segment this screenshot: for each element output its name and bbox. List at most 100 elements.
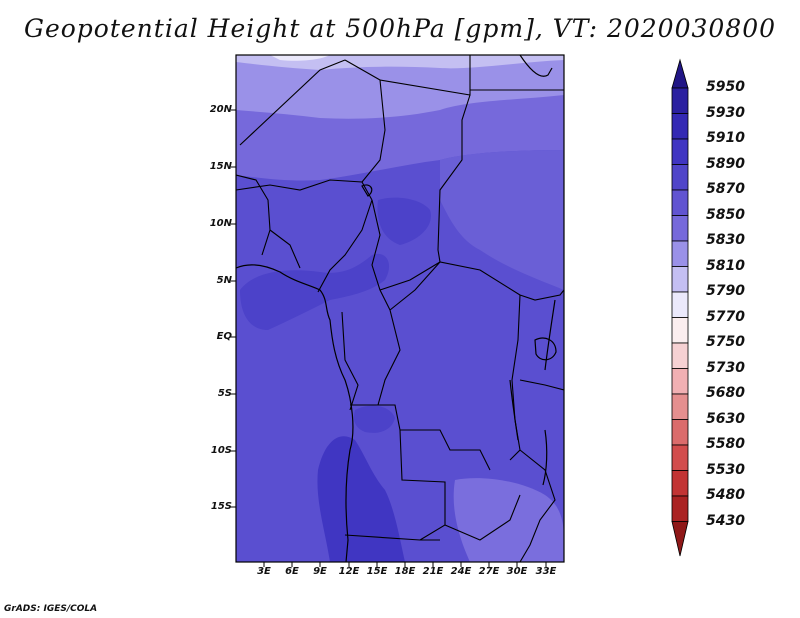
lakes — [361, 184, 557, 486]
colorbar-label-5430: 5430 — [706, 513, 745, 529]
lat-label-5s: 5S — [217, 388, 232, 399]
border-sahel-west — [236, 174, 271, 256]
lat-ticks — [231, 109, 236, 508]
lon-label-33e: 33E — [535, 566, 557, 577]
coast-gulf-of-guinea — [236, 264, 354, 562]
colorbar-seg-12 — [671, 368, 689, 395]
colorbar-seg-6 — [671, 215, 689, 242]
deep-patch-zambia — [353, 405, 395, 433]
lat-label-eq: EQ — [216, 331, 232, 342]
chart-title: Geopotential Height at 500hPa [gpm], VT:… — [23, 14, 777, 43]
border-drc-angola — [350, 404, 491, 471]
map-frame — [235, 54, 565, 563]
lat-label-10s: 10S — [210, 445, 232, 456]
border-mozambique — [519, 449, 556, 562]
colorbar-label-5910: 5910 — [706, 130, 745, 146]
colorbar-seg-16 — [671, 470, 689, 497]
colorbar-seg-15 — [671, 444, 689, 471]
lake-chad — [361, 184, 373, 197]
band-lightest-corner — [270, 55, 330, 61]
colorbar-label-5580: 5580 — [706, 436, 745, 452]
deep-patch-angola — [317, 436, 405, 562]
border-libya-algeria — [239, 59, 346, 146]
lat-label-15n: 15N — [209, 161, 232, 172]
border-libya-chad — [344, 59, 386, 183]
band-mid-east — [440, 150, 564, 290]
colorbar-seg-10 — [671, 317, 689, 344]
lon-label-3e: 3E — [257, 566, 271, 577]
coast-red-sea — [519, 55, 553, 77]
lon-label-18e: 18E — [394, 566, 416, 577]
country-borders — [236, 55, 564, 562]
colorbar-label-5810: 5810 — [706, 258, 745, 274]
border-drc-west — [377, 309, 401, 406]
coast-east — [544, 299, 556, 371]
colorbar-label-5790: 5790 — [706, 283, 745, 299]
border-cameroon-car — [371, 199, 391, 311]
colorbar-label-5680: 5680 — [706, 385, 745, 401]
border-east-africa — [519, 289, 564, 301]
deep-patch-gulf — [240, 253, 390, 330]
lat-label-5n: 5N — [216, 275, 232, 286]
colorbar-bottom-arrow — [671, 521, 689, 557]
colorbar-label-5850: 5850 — [706, 207, 745, 223]
lon-label-6e: 6E — [285, 566, 299, 577]
colorbar-label-5750: 5750 — [706, 334, 745, 350]
border-burkina — [269, 229, 301, 269]
border-chad-sudan — [437, 94, 471, 263]
colorbar-label-5950: 5950 — [706, 79, 745, 95]
colorbar-label-5770: 5770 — [706, 309, 745, 325]
grads-credit: GrADS: IGES/COLA — [4, 604, 98, 614]
colorbar-label-5630: 5630 — [706, 411, 745, 427]
colorbar-seg-13 — [671, 393, 689, 420]
lon-ticks — [263, 562, 547, 567]
lon-label-15e: 15E — [366, 566, 388, 577]
colorbar-seg-2 — [671, 113, 689, 140]
deep-patch-chad — [377, 197, 431, 245]
colorbar-seg-5 — [671, 189, 689, 216]
colorbar-label-5830: 5830 — [706, 232, 745, 248]
lake-victoria — [534, 337, 557, 361]
border-namibia — [344, 534, 440, 541]
colorbar-label-5480: 5480 — [706, 487, 745, 503]
colorbar-seg-14 — [671, 419, 689, 446]
lat-label-10n: 10N — [209, 218, 232, 229]
height-field — [236, 55, 564, 562]
lat-label-15s: 15S — [210, 501, 232, 512]
lake-malawi — [542, 429, 548, 486]
lake-tanganyika — [509, 379, 519, 441]
lon-label-30e: 30E — [506, 566, 528, 577]
border-tanzania — [519, 379, 564, 391]
lon-label-27e: 27E — [478, 566, 500, 577]
colorbar — [671, 58, 689, 557]
border-angola-zambia — [399, 429, 446, 541]
colorbar-top-arrow — [671, 58, 689, 89]
colorbar-seg-1 — [671, 87, 689, 114]
colorbar-label-5530: 5530 — [706, 462, 745, 478]
colorbar-seg-4 — [671, 164, 689, 191]
band-lighter-north — [236, 55, 564, 119]
lon-label-21e: 21E — [422, 566, 444, 577]
colorbar-seg-7 — [671, 240, 689, 267]
lon-label-9e: 9E — [313, 566, 327, 577]
lat-label-20n: 20N — [209, 104, 232, 115]
colorbar-seg-3 — [671, 138, 689, 165]
border-drc-north — [389, 261, 441, 311]
colorbar-label-5730: 5730 — [706, 360, 745, 376]
colorbar-seg-11 — [671, 342, 689, 369]
border-nigeria-cameroon — [317, 199, 373, 293]
coastline — [236, 55, 556, 562]
colorbar-seg-8 — [671, 266, 689, 293]
lon-label-24e: 24E — [450, 566, 472, 577]
colorbar-label-5870: 5870 — [706, 181, 745, 197]
colorbar-seg-9 — [671, 291, 689, 318]
lon-label-12e: 12E — [338, 566, 360, 577]
border-congo — [341, 311, 359, 411]
border-zambia-south — [444, 494, 521, 541]
colorbar-label-5890: 5890 — [706, 156, 745, 172]
border-uganda-kenya — [509, 294, 521, 461]
light-patch-southeast — [453, 478, 564, 562]
colorbar-label-5930: 5930 — [706, 105, 745, 121]
colorbar-seg-17 — [671, 495, 689, 522]
